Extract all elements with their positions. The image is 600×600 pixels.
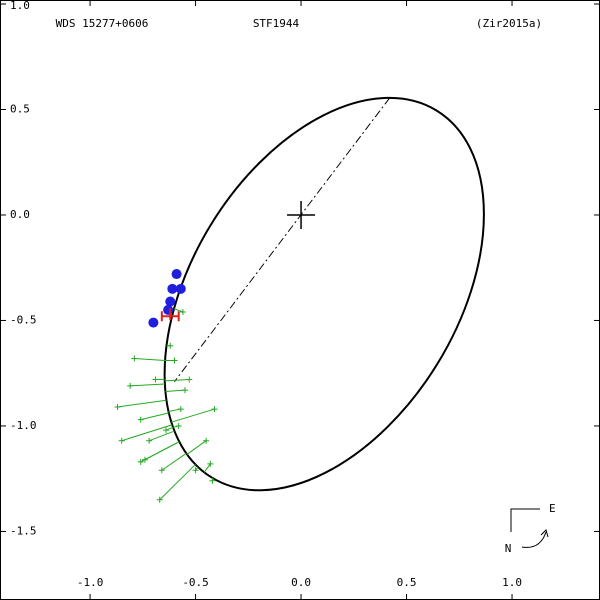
orbit-ellipse (163, 96, 485, 492)
compass-north: N (505, 542, 512, 555)
visual-point (175, 422, 182, 429)
residual-line (164, 379, 190, 382)
residual-line (148, 430, 175, 442)
interferometric-point (165, 296, 176, 307)
visual-point (192, 467, 199, 474)
residual-line (173, 308, 184, 313)
x-tick-label: 0.5 (397, 576, 417, 589)
visual-point (156, 496, 163, 503)
x-tick-label: -0.5 (182, 576, 209, 589)
residual-line (130, 383, 165, 387)
residual-line (159, 464, 196, 501)
y-tick-label: -0.5 (10, 313, 37, 326)
compass-arrow (521, 529, 549, 548)
x-tick-label: 0.0 (291, 576, 311, 589)
visual-point (163, 427, 170, 434)
visual-point (131, 355, 138, 362)
visual-point (152, 376, 159, 383)
y-tick-label: -1.5 (10, 524, 37, 537)
residual-line (186, 440, 207, 455)
residual-line (140, 441, 180, 463)
interferometric-point (163, 304, 174, 315)
residual-line (117, 399, 167, 408)
visual-point (127, 382, 134, 389)
residual-line (171, 408, 215, 423)
x-tick-label: 1.0 (502, 576, 522, 589)
visual-point (118, 437, 125, 444)
visual-point (137, 458, 144, 465)
interferometric-point (167, 283, 178, 294)
visual-point (211, 406, 218, 413)
y-tick-label: 1.0 (10, 0, 30, 12)
visual-point (203, 437, 210, 444)
residual-line (161, 452, 187, 471)
visual-point (137, 416, 144, 423)
visual-point (114, 403, 121, 410)
compass: E N (505, 502, 556, 555)
y-tick-label: 0.0 (10, 208, 30, 221)
visual-point (177, 406, 184, 413)
visual-point (158, 467, 165, 474)
residual-line (121, 424, 173, 442)
interferometric-point (175, 283, 186, 294)
visual-point (209, 477, 216, 484)
visual-point (146, 437, 153, 444)
interferometric-point (171, 269, 182, 280)
y-tick-label: 0.5 (10, 102, 30, 115)
compass-arm (510, 508, 540, 532)
primary-star (287, 200, 316, 229)
reference: (Zir2015a) (476, 17, 542, 30)
x-tick-label: -1.0 (77, 576, 104, 589)
interferometric-point (148, 317, 159, 328)
chart-subtitle: WDS 15277+0606 (56, 17, 149, 30)
residual-line (140, 412, 169, 421)
chart-title: STF1944 (253, 17, 300, 30)
error-bar (160, 308, 180, 322)
visual-point (186, 376, 193, 383)
compass-east: E (549, 502, 556, 515)
residual-line (165, 389, 186, 392)
residual-line (203, 463, 211, 473)
residual-line (134, 357, 166, 361)
line-of-apsides (174, 97, 391, 382)
visual-point (207, 460, 214, 467)
visual-point (179, 309, 186, 316)
y-tick-label: -1.0 (10, 419, 37, 432)
visual-point (171, 357, 178, 364)
visual-point (182, 387, 189, 394)
visual-point (167, 342, 174, 349)
